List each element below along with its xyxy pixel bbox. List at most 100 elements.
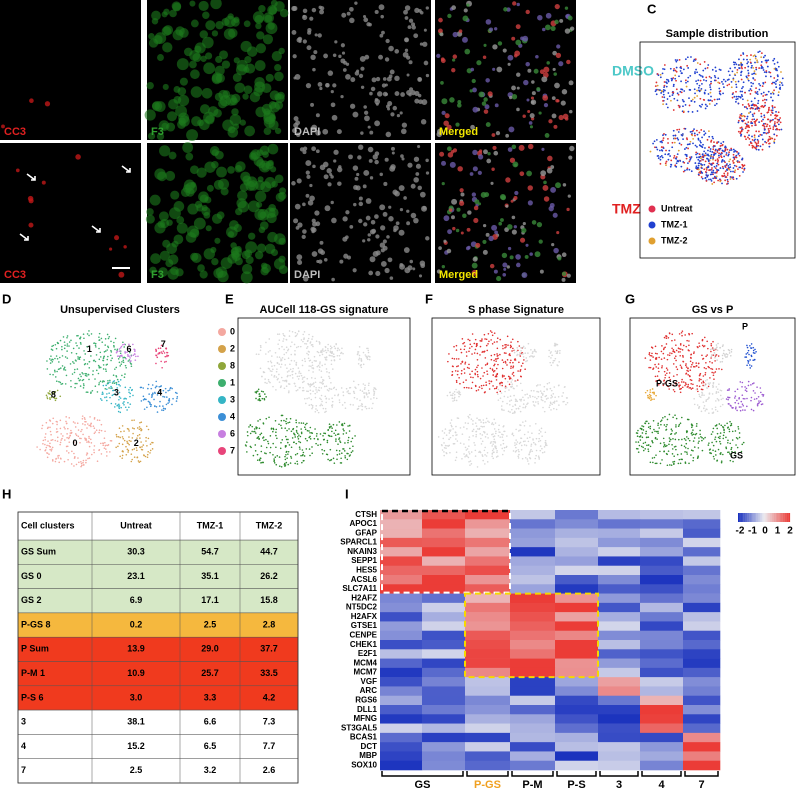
point <box>50 439 53 441</box>
cell <box>394 49 400 54</box>
cell <box>367 146 374 153</box>
cell <box>365 215 371 221</box>
point <box>76 368 79 370</box>
point <box>683 100 685 103</box>
point <box>741 443 744 446</box>
cell <box>293 218 299 224</box>
point <box>49 398 51 400</box>
point <box>146 406 148 409</box>
point <box>665 343 668 345</box>
cell <box>221 60 231 69</box>
point <box>663 64 666 66</box>
point <box>86 345 88 348</box>
cell <box>513 225 518 229</box>
point <box>538 456 540 459</box>
point <box>125 453 128 456</box>
point <box>775 134 778 137</box>
point <box>56 357 59 360</box>
cell <box>168 151 177 160</box>
cell <box>342 68 347 72</box>
cell <box>327 70 334 76</box>
point <box>764 59 767 62</box>
cell <box>244 56 252 64</box>
point <box>367 396 369 398</box>
point <box>151 441 153 444</box>
point <box>518 453 520 456</box>
cell <box>446 124 452 130</box>
point <box>364 386 366 389</box>
point <box>306 377 309 380</box>
point <box>321 364 324 367</box>
point <box>667 336 670 339</box>
point <box>768 131 770 134</box>
point <box>284 458 287 461</box>
point <box>724 170 727 173</box>
cell <box>256 31 265 40</box>
point <box>464 363 466 365</box>
cell <box>213 268 224 279</box>
cell <box>378 4 385 11</box>
cell <box>159 250 170 261</box>
point <box>307 383 310 386</box>
point <box>482 384 485 387</box>
point <box>510 386 513 388</box>
point <box>774 68 777 71</box>
point <box>495 367 498 370</box>
cell <box>325 83 330 88</box>
cell <box>382 239 387 244</box>
point <box>484 463 486 465</box>
point <box>701 172 704 174</box>
point <box>123 401 125 403</box>
cell <box>404 48 409 53</box>
point <box>481 367 483 369</box>
point <box>752 107 754 110</box>
point <box>530 443 533 446</box>
cell <box>360 66 365 71</box>
point <box>683 437 686 440</box>
point <box>529 394 531 397</box>
point <box>688 462 690 465</box>
point <box>110 340 112 343</box>
point <box>541 435 543 438</box>
point <box>63 460 66 463</box>
point <box>122 343 124 346</box>
point <box>653 140 656 143</box>
point <box>672 384 674 387</box>
point <box>148 393 150 395</box>
cell <box>436 53 441 59</box>
point <box>98 332 101 335</box>
cell <box>202 36 214 49</box>
cell <box>470 67 475 72</box>
panel-title: S phase Signature <box>468 304 564 316</box>
point <box>164 355 167 358</box>
point <box>476 417 478 419</box>
point <box>109 396 111 399</box>
point <box>281 414 284 417</box>
point <box>126 440 128 443</box>
point <box>50 433 52 436</box>
point <box>758 88 761 91</box>
point <box>455 456 458 459</box>
point <box>336 354 339 357</box>
point <box>523 399 525 401</box>
point <box>67 437 70 440</box>
point <box>667 354 669 356</box>
cell <box>522 35 529 42</box>
cell <box>159 145 171 157</box>
point <box>343 429 345 432</box>
point <box>505 346 507 348</box>
point <box>731 430 734 433</box>
cell <box>502 273 507 277</box>
point <box>770 96 772 99</box>
point <box>314 428 316 430</box>
cell <box>314 210 320 216</box>
cell <box>368 270 374 276</box>
cell <box>520 237 526 243</box>
point <box>488 382 491 385</box>
point <box>647 422 650 425</box>
point <box>295 429 298 432</box>
point <box>476 366 478 369</box>
cell <box>514 190 519 196</box>
cell <box>556 44 561 49</box>
point <box>115 383 118 386</box>
